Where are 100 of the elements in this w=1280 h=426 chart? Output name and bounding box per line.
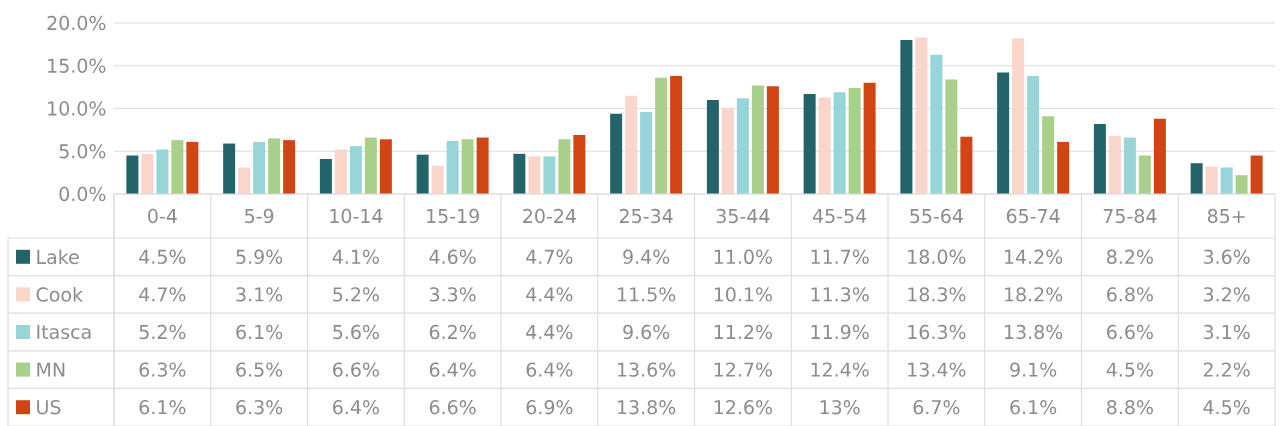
bar [863,82,876,194]
data-label: 4.5% [139,249,186,264]
bar [1250,155,1263,194]
data-label: 6.8% [1107,287,1153,302]
x-tick-label: 25-34 [619,208,673,224]
data-label: 6.1% [236,324,283,340]
bar [446,140,459,194]
data-label: 5.6% [333,324,379,340]
bar [1205,166,1218,194]
bar [513,153,526,194]
data-label: 18.3% [908,287,966,302]
data-label: 18.2% [1005,287,1063,302]
data-label: 11.9% [811,324,869,340]
data-label: 3.6% [1203,249,1250,264]
bar [625,95,638,194]
bar [766,86,779,194]
x-tick-label: 10-14 [330,208,383,224]
bar [930,54,943,194]
bar [1220,167,1233,194]
x-tick-label: 45-54 [812,208,867,224]
data-label: 6.4% [333,400,379,415]
legend-label: Cook [36,287,83,302]
x-tick-label: 75-84 [1103,208,1157,224]
data-label: 12.4% [811,362,869,377]
data-label: 4.4% [526,287,573,302]
data-label: 6.4% [526,362,573,377]
bar [818,97,831,194]
bar [1042,116,1055,194]
data-label: 3.2% [1203,287,1250,302]
bar [238,167,251,194]
data-label: 13% [820,400,860,415]
bar [1093,123,1106,194]
data-label: 12.6% [714,400,772,415]
y-tick-label: 5.0% [59,144,106,159]
bar [528,156,541,194]
data-label: 11.3% [811,287,869,302]
bar [833,92,846,194]
bar [1012,38,1025,194]
bar [1138,155,1151,194]
data-label: 13.8% [618,400,676,415]
bar [126,155,139,194]
data-label: 9.1% [1010,362,1057,377]
bar [319,158,332,194]
bar [997,72,1010,194]
legend-label: US [37,400,61,415]
data-label: 6.1% [1010,400,1057,415]
data-label: 9.4% [623,249,670,264]
bar [1235,175,1248,194]
data-label: 5.2% [333,287,379,302]
data-label: 13.6% [618,362,676,377]
data-label: 5.9% [236,249,283,264]
bar [268,138,281,194]
bar [736,98,749,194]
data-label: 13.8% [1005,324,1063,340]
bar [543,156,556,194]
y-tick-label: 10.0% [48,101,106,116]
bar [349,146,362,194]
data-label: 6.6% [333,362,379,377]
data-label: 6.7% [913,400,960,415]
data-label: 4.5% [1106,362,1153,377]
bar [431,165,444,194]
bar [141,153,154,194]
data-label: 12.7% [714,362,772,377]
legend-label: MN [37,362,65,377]
bar [253,141,266,194]
data-label: 11.2% [714,324,772,340]
data-label: 16.3% [908,324,966,340]
bar [171,140,184,194]
data-label: 3.1% [236,287,283,302]
bar [900,40,913,194]
data-label: 6.6% [1107,324,1153,340]
data-label: 6.2% [429,324,476,340]
bar [379,139,392,194]
bar [364,137,377,194]
x-tick-label: 85+ [1207,208,1245,224]
bar [283,140,296,194]
data-label: 6.1% [139,400,186,415]
data-label: 5.2% [139,324,186,340]
data-label: 8.8% [1107,400,1153,415]
data-label: 6.3% [139,362,186,377]
data-label: 6.5% [236,362,283,377]
data-label: 2.2% [1203,362,1250,377]
bar [706,99,719,194]
data-label: 4.7% [139,287,186,302]
data-label: 10.1% [714,287,772,302]
bar [610,113,623,194]
x-tick-label: 35-44 [716,208,770,224]
data-label: 4.6% [429,249,476,264]
y-tick-label: 20.0% [47,15,106,31]
bar [848,87,861,194]
data-label: 11.5% [618,287,676,302]
bar [1190,163,1203,194]
bar [461,139,474,194]
data-label: 8.2% [1107,249,1153,264]
data-label: 3.3% [429,287,476,302]
data-label: 14.2% [1005,249,1063,264]
bar [223,143,236,194]
bar [186,141,199,194]
bar [915,37,928,194]
bar [334,149,347,194]
